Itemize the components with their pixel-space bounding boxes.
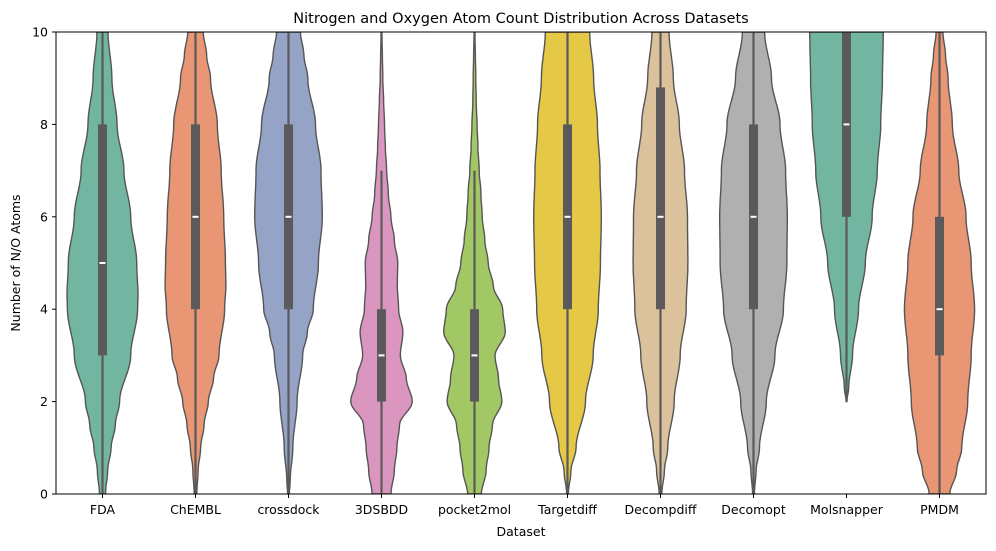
x-tick-label-7: Decomopt bbox=[721, 502, 786, 517]
x-tick-label-9: PMDM bbox=[920, 502, 959, 517]
chart-title: Nitrogen and Oxygen Atom Count Distribut… bbox=[293, 11, 748, 27]
y-tick-label-4: 8 bbox=[40, 117, 48, 132]
x-tick-label-6: Decompdiff bbox=[625, 502, 697, 517]
x-tick-label-2: crossdock bbox=[257, 502, 320, 517]
violins-group bbox=[66, 32, 976, 494]
y-tick-label-3: 6 bbox=[40, 209, 48, 224]
plot-area bbox=[66, 32, 976, 494]
x-tick-label-1: ChEMBL bbox=[170, 502, 221, 517]
y-tick-label-1: 2 bbox=[40, 394, 48, 409]
y-tick-label-2: 4 bbox=[40, 302, 48, 317]
axes: FDA ChEMBL crossdock 3DSBDD pocket2mol Target… bbox=[32, 25, 987, 517]
x-tick-label-4: pocket2mol bbox=[438, 502, 511, 517]
x-tick-label-0: FDA bbox=[90, 502, 116, 517]
violin-iqr-box-0 bbox=[98, 124, 107, 356]
y-axis-label: Number of N/O Atoms bbox=[8, 194, 23, 331]
x-tick-label-5: Targetdiff bbox=[537, 502, 597, 517]
x-tick-label-3: 3DSBDD bbox=[355, 502, 408, 517]
y-tick-label-0: 0 bbox=[40, 487, 48, 502]
violin-iqr-box-6 bbox=[656, 87, 665, 310]
violin-iqr-box-9 bbox=[935, 216, 944, 356]
y-tick-label-5: 10 bbox=[32, 25, 48, 40]
x-axis-label: Dataset bbox=[497, 524, 546, 539]
x-tick-label-8: Molsnapper bbox=[810, 502, 884, 517]
plot-frame bbox=[55, 31, 987, 495]
